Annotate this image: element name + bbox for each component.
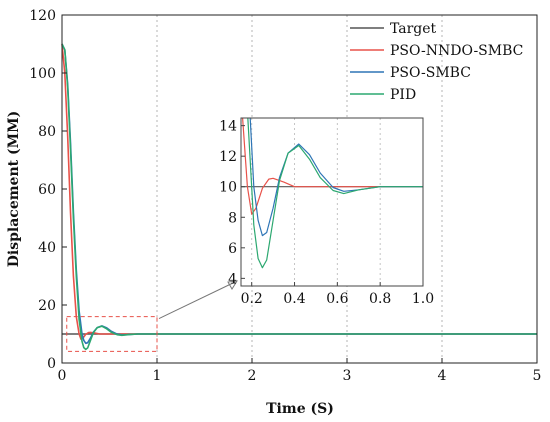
inset-x-tick-label: 0.6 <box>326 291 348 307</box>
inset-y-tick-label: 6 <box>228 241 237 257</box>
legend: Target PSO-NNDO-SMBC PSO-SMBC PID <box>350 21 523 103</box>
zoom-region-box <box>66 316 158 352</box>
inset-y-tick-label: 12 <box>219 149 237 165</box>
zoom-box <box>66 280 238 352</box>
x-axis-title: Time (S) <box>266 401 334 417</box>
legend-label: PSO-SMBC <box>390 65 471 81</box>
legend-label: PID <box>390 87 416 103</box>
x-tick-label: 0 <box>58 368 67 384</box>
inset-y-tick-label: 4 <box>228 271 237 287</box>
inset-ticks: 0.2 0.4 0.6 0.8 1.0 4 6 8 10 12 14 <box>219 119 434 307</box>
inset-y-tick-label: 8 <box>228 210 237 226</box>
y-tick-label: 60 <box>38 182 56 198</box>
legend-label: Target <box>390 21 437 37</box>
x-tick-label: 5 <box>533 368 542 384</box>
inset-series-line-pso-nndo-smbc <box>241 118 423 215</box>
legend-label: PSO-NNDO-SMBC <box>390 43 523 59</box>
inset-background <box>241 118 423 286</box>
zoom-connector-line <box>158 281 236 320</box>
series-line-pid <box>61 43 537 351</box>
x-tick-label: 3 <box>343 368 352 384</box>
y-tick-label: 80 <box>38 124 56 140</box>
main-grid <box>156 15 443 363</box>
x-tick-label: 1 <box>153 368 162 384</box>
inset-y-tick-label: 10 <box>219 180 237 196</box>
y-tick-label: 40 <box>38 240 56 256</box>
y-tick-label: 100 <box>29 66 56 82</box>
x-tick-label: 4 <box>438 368 447 384</box>
y-tick-label: 120 <box>29 8 56 24</box>
zoom-connector-arrowhead <box>227 280 238 290</box>
inset-y-tick-label: 14 <box>219 119 237 135</box>
inset-series-line-pid <box>247 118 423 269</box>
y-tick-label: 20 <box>38 298 56 314</box>
inset-grid <box>251 118 381 286</box>
inset-plot-frame <box>240 117 424 287</box>
y-axis-title: Displacement (MM) <box>6 111 22 267</box>
main-series <box>61 43 537 351</box>
inset-x-tick-label: 0.8 <box>369 291 391 307</box>
inset-x-tick-label: 0.4 <box>283 291 305 307</box>
inset-series <box>241 118 423 269</box>
x-tick-label: 2 <box>248 368 257 384</box>
inset-x-tick-label: 1.0 <box>412 291 434 307</box>
y-tick-label: 0 <box>47 356 56 372</box>
inset-x-tick-label: 0.2 <box>241 291 263 307</box>
